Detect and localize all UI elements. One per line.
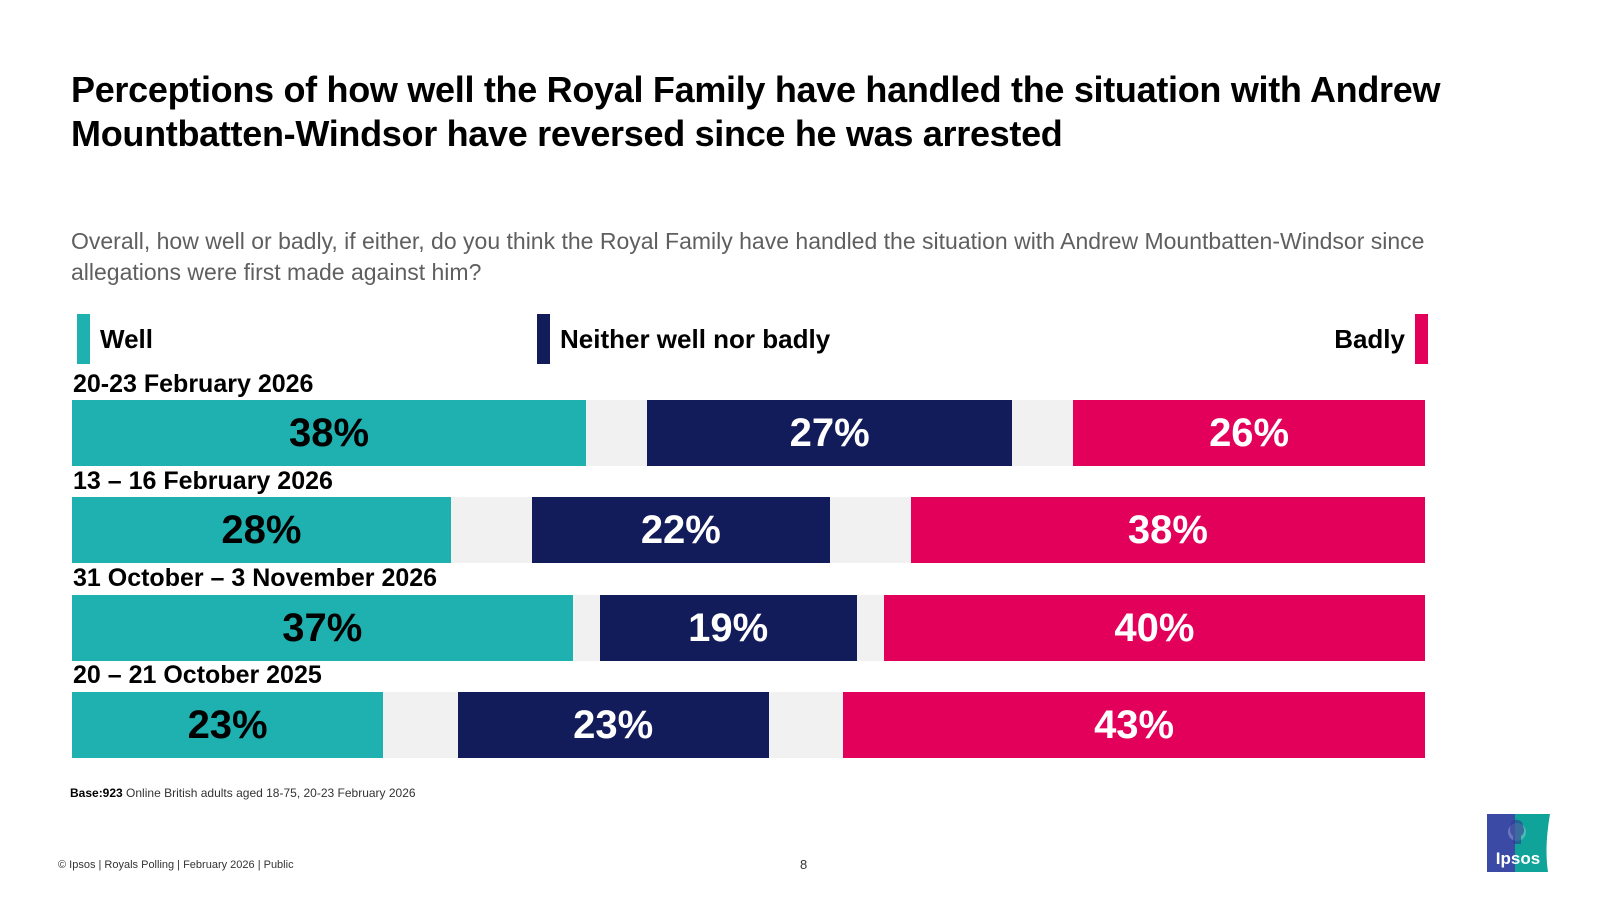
slide-title: Perceptions of how well the Royal Family… bbox=[71, 69, 1441, 154]
bar-segment-well: 28% bbox=[72, 497, 451, 563]
footer-text: © Ipsos | Royals Polling | February 2026… bbox=[58, 859, 294, 871]
legend-label-neither: Neither well nor badly bbox=[560, 323, 831, 354]
data-label-well: 38% bbox=[289, 410, 370, 455]
legend-swatch-well bbox=[77, 314, 90, 364]
bar-segment-neither: 19% bbox=[599, 595, 857, 661]
data-label-well: 28% bbox=[221, 507, 302, 552]
bar-segment-neither: 22% bbox=[532, 497, 830, 563]
legend-label-badly: Badly bbox=[1334, 323, 1405, 354]
bar-segment-badly: 38% bbox=[910, 497, 1425, 563]
legend-label-well: Well bbox=[100, 323, 153, 354]
base-text: Online British adults aged 18-75, 20-23 … bbox=[122, 786, 416, 800]
legend-swatch-neither bbox=[537, 314, 550, 364]
data-label-badly: 40% bbox=[1114, 605, 1195, 650]
bar-segment-badly: 26% bbox=[1073, 400, 1425, 466]
data-label-neither: 27% bbox=[789, 410, 870, 455]
legend-swatch-badly bbox=[1415, 314, 1428, 364]
bar-segment-well: 38% bbox=[72, 400, 587, 466]
data-label-neither: 22% bbox=[640, 507, 721, 552]
bar-segment-badly: 43% bbox=[843, 692, 1425, 758]
data-label-neither: 19% bbox=[688, 605, 769, 650]
row-label: 20-23 February 2026 bbox=[73, 370, 314, 398]
ipsos-logo-icon: Ipsos bbox=[1487, 814, 1550, 872]
legend-badly: Badly bbox=[1334, 314, 1428, 364]
bar-segment-neither: 23% bbox=[457, 692, 769, 758]
legend-well: Well bbox=[77, 314, 153, 364]
page-number: 8 bbox=[800, 857, 808, 872]
data-label-badly: 43% bbox=[1094, 702, 1175, 747]
legend-neither: Neither well nor badly bbox=[537, 314, 830, 364]
data-label-neither: 23% bbox=[573, 702, 654, 747]
row-label: 13 – 16 February 2026 bbox=[73, 467, 333, 495]
row-label: 20 – 21 October 2025 bbox=[73, 661, 322, 689]
base-label: Base:923 bbox=[70, 786, 123, 800]
bar-segment-well: 23% bbox=[72, 692, 384, 758]
data-label-badly: 38% bbox=[1127, 507, 1208, 552]
data-label-well: 37% bbox=[282, 605, 363, 650]
base-note: Base:923 Online British adults aged 18-7… bbox=[70, 786, 416, 800]
ipsos-logo: Ipsos bbox=[1487, 814, 1550, 872]
survey-question: Overall, how well or badly, if either, d… bbox=[71, 228, 1425, 285]
bar-segment-well: 37% bbox=[72, 595, 573, 661]
data-label-badly: 26% bbox=[1209, 410, 1290, 455]
bar-segment-badly: 40% bbox=[883, 595, 1425, 661]
logo-text: Ipsos bbox=[1496, 849, 1540, 868]
data-label-well: 23% bbox=[187, 702, 268, 747]
bar-segment-neither: 27% bbox=[647, 400, 1013, 466]
row-label: 31 October – 3 November 2026 bbox=[73, 564, 438, 592]
